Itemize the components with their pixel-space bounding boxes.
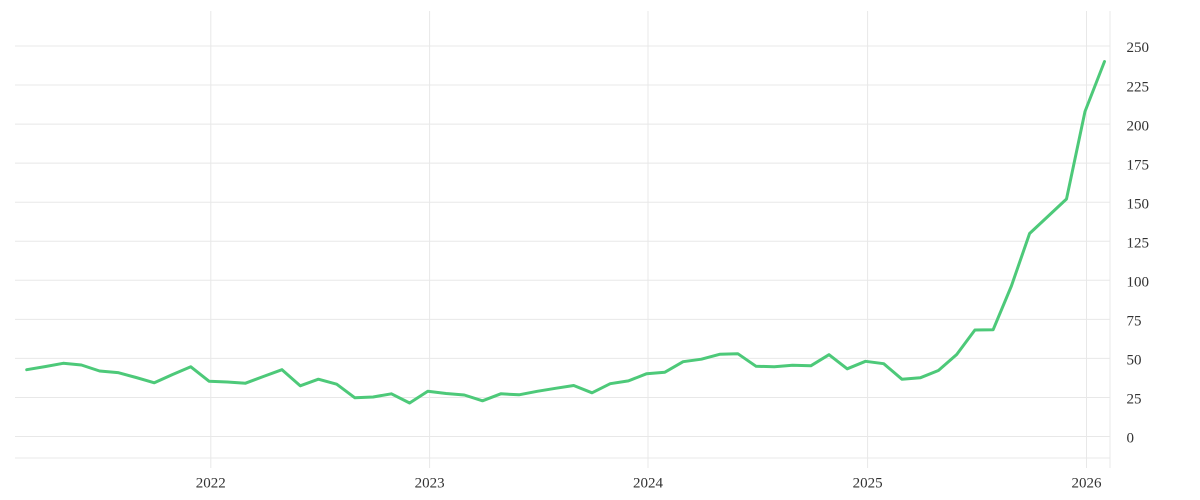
- svg-text:2022: 2022: [196, 476, 226, 492]
- svg-text:2026: 2026: [1072, 476, 1103, 492]
- svg-text:2024: 2024: [633, 476, 664, 492]
- svg-text:250: 250: [1127, 40, 1150, 56]
- svg-text:25: 25: [1127, 392, 1142, 408]
- svg-text:75: 75: [1127, 314, 1142, 330]
- svg-text:175: 175: [1127, 157, 1150, 173]
- svg-text:50: 50: [1127, 353, 1142, 369]
- svg-text:125: 125: [1127, 235, 1150, 251]
- svg-text:100: 100: [1127, 275, 1150, 291]
- svg-text:0: 0: [1127, 431, 1135, 447]
- svg-text:2025: 2025: [853, 476, 883, 492]
- svg-text:225: 225: [1127, 79, 1150, 95]
- svg-text:2023: 2023: [415, 476, 445, 492]
- svg-text:150: 150: [1127, 196, 1150, 212]
- svg-text:200: 200: [1127, 118, 1150, 134]
